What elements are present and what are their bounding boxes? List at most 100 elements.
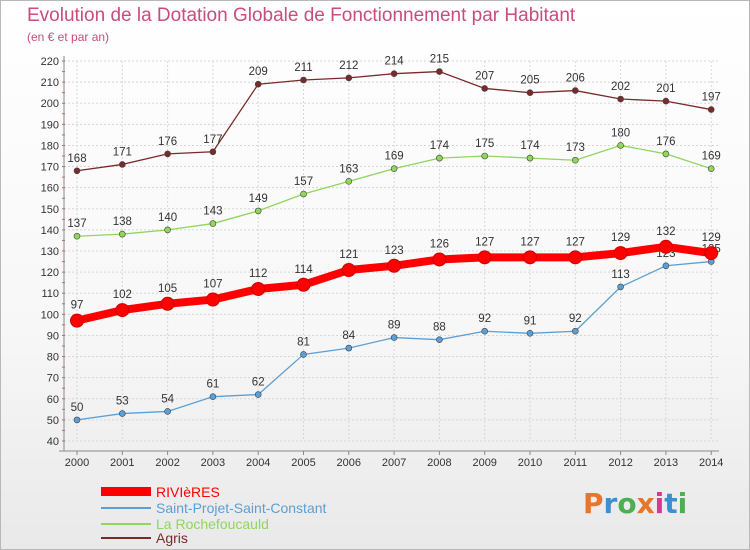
y-tick-label: 180 <box>41 140 59 152</box>
legend-swatch <box>101 507 151 509</box>
x-tick-label: 2000 <box>65 457 89 469</box>
data-label: 126 <box>430 238 449 250</box>
x-tick-label: 2014 <box>699 457 723 469</box>
data-label: 127 <box>566 236 585 248</box>
legend-swatch <box>101 537 151 539</box>
y-tick-label: 190 <box>41 119 59 131</box>
y-tick-label: 90 <box>47 330 59 342</box>
data-label: 88 <box>433 322 446 334</box>
data-label: 212 <box>339 60 358 72</box>
data-label: 107 <box>203 279 222 291</box>
logo-letter: i <box>677 487 688 520</box>
data-label: 175 <box>475 138 494 150</box>
data-point-rivieres <box>387 258 402 273</box>
logo-letter: o <box>617 487 637 520</box>
legend-label: Saint-Projet-Saint-Constant <box>156 500 327 516</box>
data-label: 180 <box>611 127 630 139</box>
data-label: 169 <box>702 151 721 163</box>
data-label: 102 <box>113 289 132 301</box>
data-label: 168 <box>67 153 86 165</box>
data-point-rivieres <box>341 263 356 277</box>
data-point <box>119 230 126 238</box>
data-point <box>300 190 307 198</box>
data-point <box>662 262 670 270</box>
data-label: 143 <box>203 206 222 218</box>
data-label: 201 <box>656 83 675 95</box>
data-label: 50 <box>71 402 84 414</box>
data-label: 121 <box>339 249 358 261</box>
data-label: 149 <box>249 193 268 205</box>
data-label: 205 <box>520 75 539 87</box>
data-label: 92 <box>478 313 491 325</box>
data-label: 206 <box>566 73 585 85</box>
data-point <box>209 393 217 400</box>
data-point <box>481 152 489 160</box>
data-point <box>254 207 262 215</box>
data-point <box>345 74 353 82</box>
y-tick-label: 200 <box>41 98 59 110</box>
y-tick-label: 130 <box>41 246 59 258</box>
data-label: 202 <box>611 81 630 93</box>
y-tick-label: 60 <box>47 394 59 406</box>
data-point-rivieres <box>523 250 537 265</box>
x-tick-label: 2012 <box>608 457 632 469</box>
legend-label: RIVIèRES <box>156 484 220 500</box>
y-tick-label: 160 <box>41 183 59 195</box>
data-point-rivieres <box>115 303 130 318</box>
data-point-rivieres <box>296 277 311 292</box>
y-tick-label: 80 <box>47 352 59 364</box>
data-label: 176 <box>656 136 675 148</box>
data-label: 127 <box>475 236 494 248</box>
data-point <box>345 344 353 352</box>
data-point <box>662 97 670 105</box>
data-label: 207 <box>475 70 494 82</box>
data-point <box>119 161 126 168</box>
data-point <box>707 165 715 172</box>
data-label: 209 <box>249 66 268 78</box>
data-point <box>119 410 126 417</box>
y-tick-label: 100 <box>41 309 59 321</box>
legend-swatch <box>101 523 151 525</box>
data-point <box>617 142 624 149</box>
x-tick-label: 2002 <box>155 457 179 469</box>
data-label: 97 <box>71 300 84 312</box>
data-point <box>571 156 579 164</box>
x-tick-label: 2008 <box>427 457 451 469</box>
legend-item-agris: Agris <box>101 530 401 547</box>
logo-letter: r <box>603 487 618 520</box>
data-point-rivieres <box>432 252 447 267</box>
legend-label: La Rochefoucauld <box>156 516 269 532</box>
x-tick-label: 2003 <box>201 457 225 469</box>
proxiti-logo: Proxiti <box>583 487 687 520</box>
data-point <box>345 178 353 185</box>
data-point-rivieres <box>70 313 84 328</box>
data-point <box>436 336 443 343</box>
legend-item-rivieres: RIVIèRES <box>101 484 401 501</box>
data-label: 62 <box>252 377 265 389</box>
data-label: 123 <box>385 245 404 257</box>
y-tick-label: 150 <box>41 204 59 216</box>
data-label: 214 <box>385 56 405 68</box>
data-point <box>707 106 715 113</box>
data-point <box>481 85 489 92</box>
data-point <box>73 232 81 240</box>
x-tick-label: 2013 <box>654 457 678 469</box>
y-tick-label: 140 <box>41 225 59 237</box>
data-label: 173 <box>566 142 585 154</box>
data-label: 53 <box>116 396 129 408</box>
data-label: 211 <box>294 62 312 74</box>
data-label: 140 <box>158 212 177 224</box>
y-tick-label: 220 <box>41 56 59 68</box>
y-tick-label: 110 <box>41 288 59 300</box>
data-point <box>481 327 489 335</box>
data-label: 169 <box>385 151 404 163</box>
data-label: 84 <box>342 330 355 342</box>
legend-item-saint-projet: Saint-Projet-Saint-Constant <box>101 500 401 517</box>
x-tick-label: 2005 <box>291 457 315 469</box>
data-point <box>390 334 398 341</box>
data-label: 177 <box>203 134 222 146</box>
data-point-rivieres <box>613 246 628 261</box>
y-tick-label: 40 <box>47 436 59 448</box>
data-point <box>209 148 217 156</box>
